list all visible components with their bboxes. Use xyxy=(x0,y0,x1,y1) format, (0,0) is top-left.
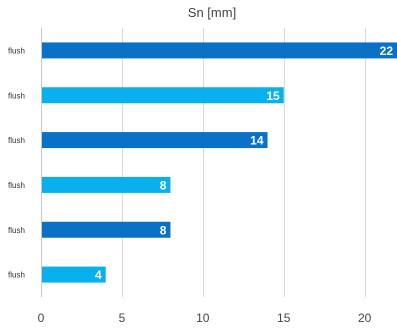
x-tick-label: 0 xyxy=(38,311,45,325)
gridlines xyxy=(41,28,366,297)
bar xyxy=(42,87,284,104)
chart-title: Sn [mm] xyxy=(188,5,236,20)
data-label: 22 xyxy=(380,44,394,58)
category-label: flush xyxy=(8,181,25,190)
category-label: flush xyxy=(8,226,25,235)
category-labels: flush flush flush flush flush flush xyxy=(8,46,25,279)
x-tick-label: 5 xyxy=(119,311,126,325)
category-label: flush xyxy=(8,91,25,100)
x-tick-label: 20 xyxy=(358,311,372,325)
data-label: 4 xyxy=(95,268,102,282)
x-tick-label: 10 xyxy=(196,311,210,325)
data-label: 8 xyxy=(160,178,167,192)
bar xyxy=(42,221,171,238)
data-label: 15 xyxy=(266,89,280,103)
x-tick-label: 15 xyxy=(277,311,291,325)
bar xyxy=(42,266,106,283)
bar xyxy=(42,42,397,59)
bars: 22 15 14 8 8 4 xyxy=(42,42,397,283)
category-label: flush xyxy=(8,46,25,55)
category-label: flush xyxy=(8,136,25,145)
category-label: flush xyxy=(8,271,25,280)
data-label: 8 xyxy=(160,223,167,237)
bar xyxy=(42,176,171,193)
x-axis-ticks: 0 5 10 15 20 xyxy=(38,311,372,325)
bar xyxy=(42,132,268,149)
data-label: 14 xyxy=(250,134,264,148)
